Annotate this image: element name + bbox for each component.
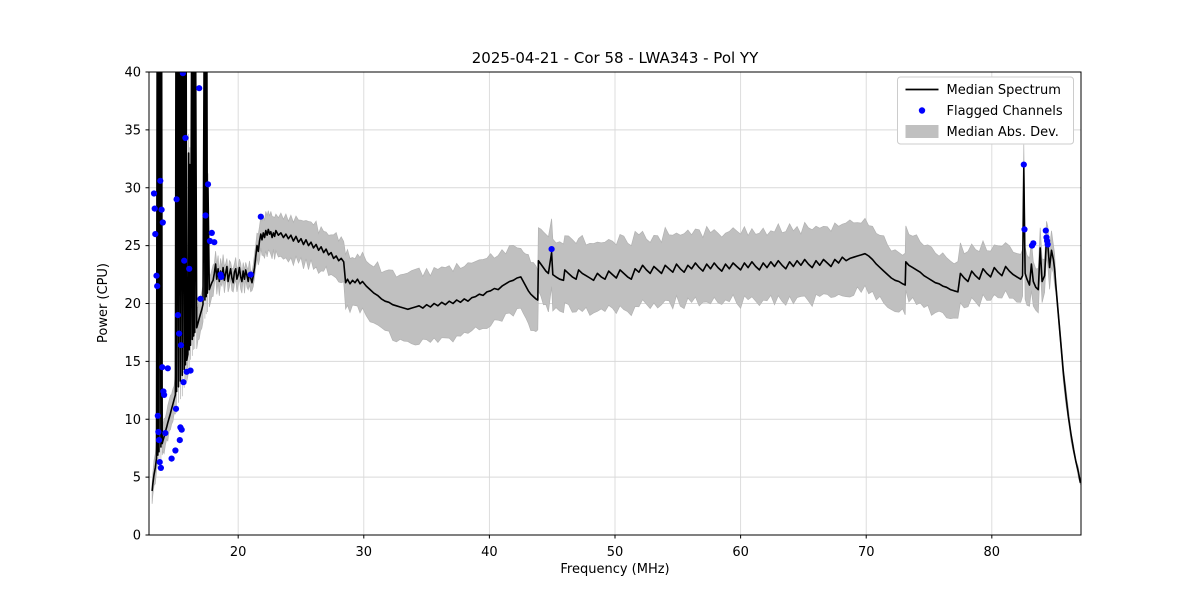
flagged-channel-dot <box>154 283 161 290</box>
flagged-channel-dot <box>1044 241 1051 248</box>
flagged-channel-dot <box>177 342 185 349</box>
flagged-channel-dot <box>159 364 166 371</box>
flagged-channel-dot <box>158 206 165 213</box>
flagged-channel-dot <box>176 437 183 444</box>
flagged-channel-dot <box>1021 226 1028 233</box>
flagged-channel-dot <box>155 428 162 436</box>
flagged-channel-dot <box>157 177 164 184</box>
flagged-channel-dot <box>211 239 218 246</box>
flagged-channel-dot <box>218 273 225 280</box>
x-tick-label: 60 <box>732 545 749 560</box>
y-axis-label: Power (CPU) <box>96 263 111 343</box>
flagged-channel-dot <box>179 72 186 77</box>
flagged-channel-dot <box>548 246 555 253</box>
x-tick-label: 30 <box>356 545 373 560</box>
median-spectrum-line <box>151 72 1081 492</box>
x-tick-label: 50 <box>607 545 624 560</box>
y-tick-label: 0 <box>133 529 141 544</box>
flagged-channel-dot <box>161 391 168 398</box>
flagged-channel-dot <box>182 134 189 142</box>
legend-label: Flagged Channels <box>947 104 1063 119</box>
flagged-channel-dot <box>196 85 203 92</box>
flagged-channel-dot <box>174 312 181 319</box>
y-tick-label: 35 <box>124 123 141 138</box>
flagged-channel-dot <box>178 426 185 433</box>
flagged-channel-dot <box>197 295 204 302</box>
flagged-channel-dot <box>159 219 166 226</box>
legend-patch-sample <box>905 125 939 138</box>
y-tick-label: 5 <box>133 471 141 486</box>
flagged-channel-dot <box>1042 227 1049 234</box>
flagged-channel-dot <box>151 205 158 212</box>
flagged-channel-dot <box>172 405 180 412</box>
flagged-channel-dot <box>181 257 188 264</box>
flagged-channel-dot <box>162 430 169 437</box>
mad-band-area <box>151 72 1081 504</box>
x-tick-label: 40 <box>481 545 498 560</box>
flagged-channel-dot <box>153 272 160 279</box>
flagged-channel-dot <box>180 379 187 386</box>
x-axis-label: Frequency (MHz) <box>560 562 669 577</box>
legend-dot-sample <box>918 107 926 114</box>
axes: 20 30 40 50 60 70 80 0 5 10 15 20 25 30 35 40 <box>124 66 1082 560</box>
flagged-channel-dot <box>247 271 254 278</box>
flagged-channel-dot <box>168 455 175 462</box>
flagged-channel-dot <box>257 213 264 220</box>
y-tick-label: 30 <box>124 181 141 196</box>
flagged-channel-dot <box>202 212 209 219</box>
flagged-channel-dot <box>187 367 194 374</box>
flagged-channel-dot <box>150 190 158 197</box>
flagged-channel-dot <box>204 181 212 188</box>
flagged-channel-dot <box>172 447 179 454</box>
flagged-channel-dot <box>176 330 183 337</box>
legend: Median Spectrum Flagged Channels Median Ab… <box>897 76 1074 145</box>
y-tick-label: 15 <box>124 355 141 370</box>
y-tick-label: 10 <box>124 413 141 428</box>
x-tick-label: 80 <box>984 545 1001 560</box>
legend-label: Median Spectrum <box>947 83 1061 98</box>
flagged-channel-dot <box>157 464 164 471</box>
y-tick-label: 40 <box>124 66 141 81</box>
flagged-channel-dot <box>173 196 180 203</box>
flagged-channel-dot <box>186 265 193 272</box>
y-tick-label: 20 <box>124 297 141 312</box>
flagged-channel-dot <box>208 229 215 236</box>
flagged-channel-dot <box>1030 240 1037 247</box>
legend-box <box>897 76 1074 145</box>
x-tick-label: 70 <box>858 545 875 560</box>
flagged-channel-dot <box>155 437 163 444</box>
x-tick-label: 20 <box>230 545 247 560</box>
y-tick-label: 25 <box>124 239 141 254</box>
flagged-channel-dot <box>154 412 161 419</box>
flagged-channel-dot <box>164 365 171 372</box>
flagged-channel-dot <box>156 459 163 466</box>
flagged-channel-dot <box>1020 161 1027 168</box>
flagged-channel-dot <box>152 231 159 238</box>
legend-label: Median Abs. Dev. <box>947 125 1059 140</box>
chart-title: 2025-04-21 - Cor 58 - LWA343 - Pol YY <box>472 49 759 67</box>
